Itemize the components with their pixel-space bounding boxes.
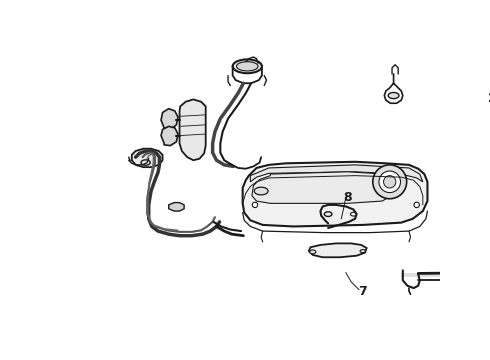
- Ellipse shape: [233, 59, 262, 73]
- Ellipse shape: [254, 187, 268, 195]
- Text: 7: 7: [358, 285, 367, 298]
- Polygon shape: [309, 243, 367, 257]
- Polygon shape: [243, 162, 427, 226]
- Polygon shape: [161, 126, 178, 145]
- Polygon shape: [132, 149, 163, 167]
- Text: 8: 8: [343, 191, 352, 204]
- Circle shape: [414, 202, 419, 208]
- Ellipse shape: [360, 249, 366, 253]
- Polygon shape: [161, 109, 178, 130]
- Text: 2: 2: [488, 92, 490, 105]
- Polygon shape: [179, 99, 206, 160]
- Circle shape: [252, 202, 258, 208]
- Polygon shape: [250, 165, 423, 182]
- Ellipse shape: [310, 250, 316, 254]
- Polygon shape: [252, 172, 395, 203]
- Polygon shape: [169, 203, 184, 211]
- Ellipse shape: [388, 93, 399, 99]
- Ellipse shape: [237, 62, 258, 71]
- Circle shape: [384, 176, 396, 188]
- Ellipse shape: [324, 212, 332, 216]
- Circle shape: [373, 165, 407, 199]
- Ellipse shape: [350, 212, 357, 216]
- Polygon shape: [401, 273, 490, 277]
- Circle shape: [379, 171, 400, 193]
